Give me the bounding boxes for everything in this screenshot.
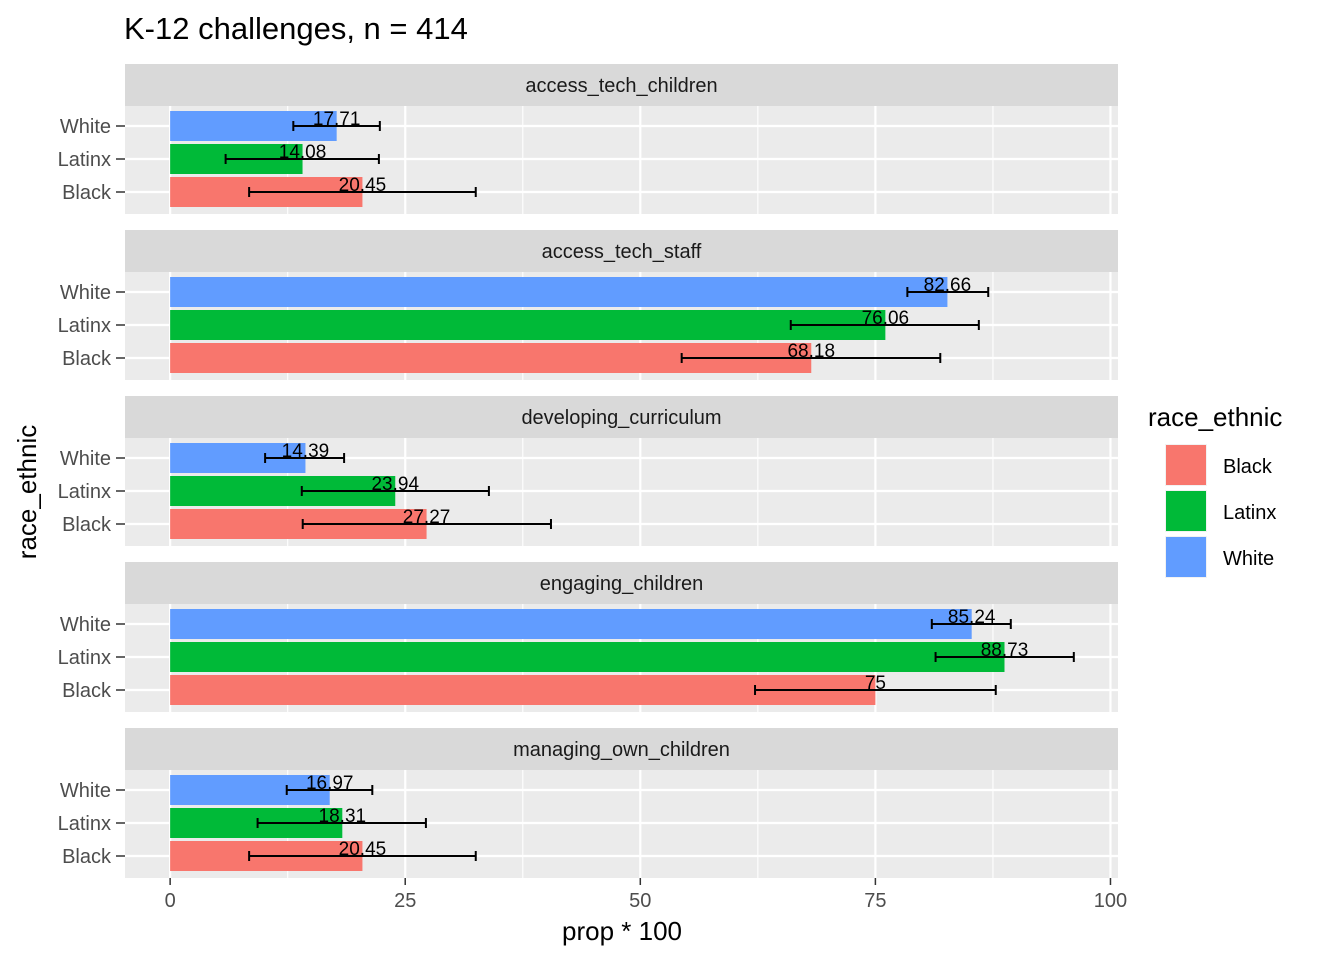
y-tick-label: White (60, 780, 111, 802)
error-bar (930, 619, 1012, 629)
facet-strip (125, 728, 1118, 770)
data-label: 23.94 (371, 474, 419, 495)
data-label: 82.66 (924, 275, 972, 296)
data-label: 17.71 (313, 109, 361, 130)
x-tick-label: 25 (394, 890, 416, 912)
legend: race_ethnic Black Latinx White (1148, 402, 1282, 578)
data-label: 20.45 (339, 839, 387, 860)
facet-panel: access_tech_staff White Latinx Black 82.66 76… (58, 230, 1118, 380)
error-bar (285, 785, 374, 795)
x-tick-label: 50 (629, 890, 651, 912)
error-bar (264, 453, 346, 463)
error-bar (256, 818, 427, 828)
facet-strip (125, 396, 1118, 438)
x-tick-label: 75 (864, 890, 886, 912)
data-label: 75 (865, 673, 886, 694)
y-tick-label: Black (62, 846, 112, 868)
error-bar (248, 851, 477, 861)
facet-label: managing_own_children (513, 739, 730, 761)
legend-swatch (1166, 445, 1206, 485)
data-label: 88.73 (981, 640, 1029, 661)
error-bar (789, 320, 980, 330)
data-label: 14.08 (279, 142, 327, 163)
chart-title: K-12 challenges, n = 414 (124, 11, 468, 46)
data-label: 68.18 (787, 341, 835, 362)
facet-strip (125, 230, 1118, 272)
x-axis-label: prop * 100 (562, 916, 682, 946)
legend-keys: Black Latinx White (1165, 444, 1276, 578)
legend-label: Latinx (1223, 502, 1276, 524)
panels-layer: access_tech_children White Latinx Black 17.7… (58, 64, 1118, 878)
bar (170, 277, 948, 307)
error-bar (301, 519, 552, 529)
facet-panel: engaging_children White Latinx Black 85.24 88… (58, 562, 1118, 712)
error-bar (934, 652, 1075, 662)
y-axis-label: race_ethnic (12, 425, 42, 559)
x-tick-label: 100 (1094, 890, 1127, 912)
facet-label: access_tech_children (525, 75, 717, 97)
facet-panel: access_tech_children White Latinx Black 17.7… (58, 64, 1118, 214)
error-bar (292, 121, 381, 131)
y-tick-label: Latinx (58, 813, 111, 835)
bar (170, 310, 886, 340)
legend-swatch (1166, 491, 1206, 531)
facet-label: developing_curriculum (521, 407, 721, 429)
error-bar (754, 685, 997, 695)
facet-panel: developing_curriculum White Latinx Black 14.… (58, 396, 1118, 546)
data-label: 76.06 (862, 308, 910, 329)
error-bar (224, 154, 380, 164)
data-label: 20.45 (339, 175, 387, 196)
y-tick-label: Latinx (58, 149, 111, 171)
legend-label: Black (1223, 456, 1273, 478)
bar (170, 609, 972, 639)
legend-title: race_ethnic (1148, 402, 1282, 432)
facet-strip (125, 562, 1118, 604)
data-label: 14.39 (282, 441, 330, 462)
x-axis: 0 25 50 75 100 (165, 878, 1127, 912)
error-bar (248, 187, 477, 197)
facet-label: access_tech_staff (542, 241, 702, 263)
y-tick-label: Latinx (58, 647, 111, 669)
y-tick-label: Latinx (58, 481, 111, 503)
error-bar (680, 353, 942, 363)
y-tick-label: Black (62, 680, 112, 702)
y-tick-label: Black (62, 348, 112, 370)
facet-strip (125, 64, 1118, 106)
facet-panel: managing_own_children White Latinx Black 16.… (58, 728, 1118, 878)
y-tick-label: White (60, 116, 111, 138)
data-label: 16.97 (306, 773, 354, 794)
data-label: 85.24 (948, 607, 996, 628)
facet-label: engaging_children (540, 573, 703, 595)
y-tick-label: Latinx (58, 315, 111, 337)
y-tick-label: White (60, 282, 111, 304)
legend-label: White (1223, 548, 1274, 570)
x-tick-label: 0 (165, 890, 176, 912)
legend-swatch (1166, 537, 1206, 577)
bar (170, 642, 1005, 672)
y-tick-label: White (60, 614, 111, 636)
error-bar (906, 287, 990, 297)
y-tick-label: White (60, 448, 111, 470)
data-label: 27.27 (403, 507, 451, 528)
y-tick-label: Black (62, 514, 112, 536)
y-tick-label: Black (62, 182, 112, 204)
data-label: 18.31 (319, 806, 367, 827)
error-bar (300, 486, 490, 496)
